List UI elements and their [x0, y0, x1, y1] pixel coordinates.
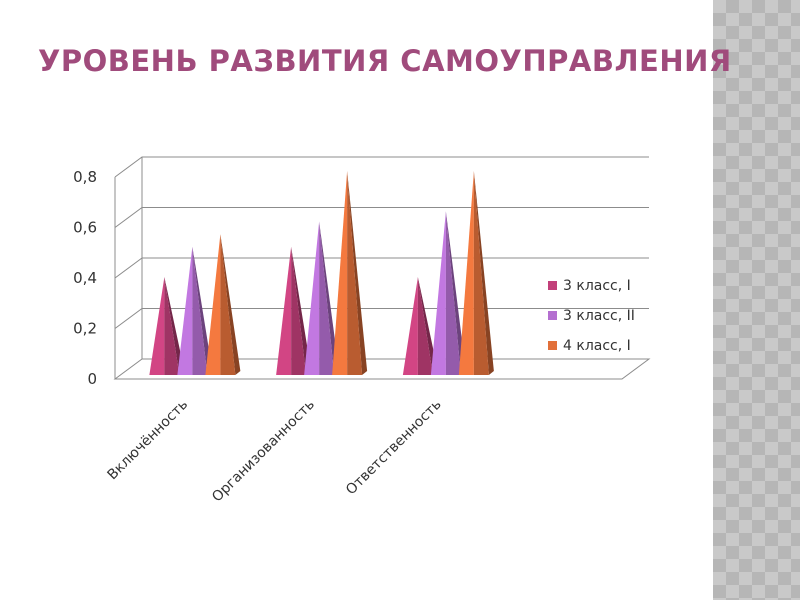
y-tick-label: 0,4	[73, 269, 97, 287]
y-tick-label: 0,6	[73, 219, 97, 237]
bar	[149, 277, 185, 375]
legend: 3 класс, I 3 класс, II 4 класс, I	[548, 278, 635, 354]
y-axis-ticks: 0 0,2 0,4 0,6 0,8	[73, 168, 97, 388]
y-tick-label: 0	[87, 370, 97, 388]
y-tick-label: 0,2	[73, 320, 97, 338]
legend-swatch	[548, 341, 557, 350]
x-tick-label: Ответственность	[343, 397, 445, 499]
legend-swatch	[548, 281, 557, 290]
legend-swatch	[548, 311, 557, 320]
chart-bars	[149, 171, 494, 375]
chart-floor	[113, 358, 651, 380]
gridline	[114, 207, 649, 228]
bar	[276, 246, 312, 375]
bar	[458, 171, 494, 375]
legend-entry: 3 класс, II	[563, 308, 635, 324]
bar	[205, 234, 241, 375]
chart-grid	[113, 156, 651, 380]
side-decoration	[713, 0, 800, 600]
x-tick-label: Организованность	[209, 397, 318, 506]
bar	[402, 277, 438, 375]
bar	[430, 211, 466, 375]
legend-entry: 3 класс, I	[563, 278, 631, 294]
gridline	[114, 156, 649, 178]
bar	[177, 246, 213, 375]
bar	[304, 221, 340, 375]
legend-entry: 4 класс, I	[563, 338, 631, 354]
bar	[332, 171, 368, 375]
chart: 0 0,2 0,4 0,6 0,8 Включённость Организованнос…	[73, 156, 651, 506]
y-tick-label: 0,8	[73, 168, 97, 186]
x-axis-categories: Включённость Организованность Ответственно…	[104, 397, 444, 506]
x-tick-label: Включённость	[104, 397, 191, 484]
slide-title: УРОВЕНЬ РАЗВИТИЯ САМОУПРАВЛЕНИЯ	[38, 44, 732, 78]
